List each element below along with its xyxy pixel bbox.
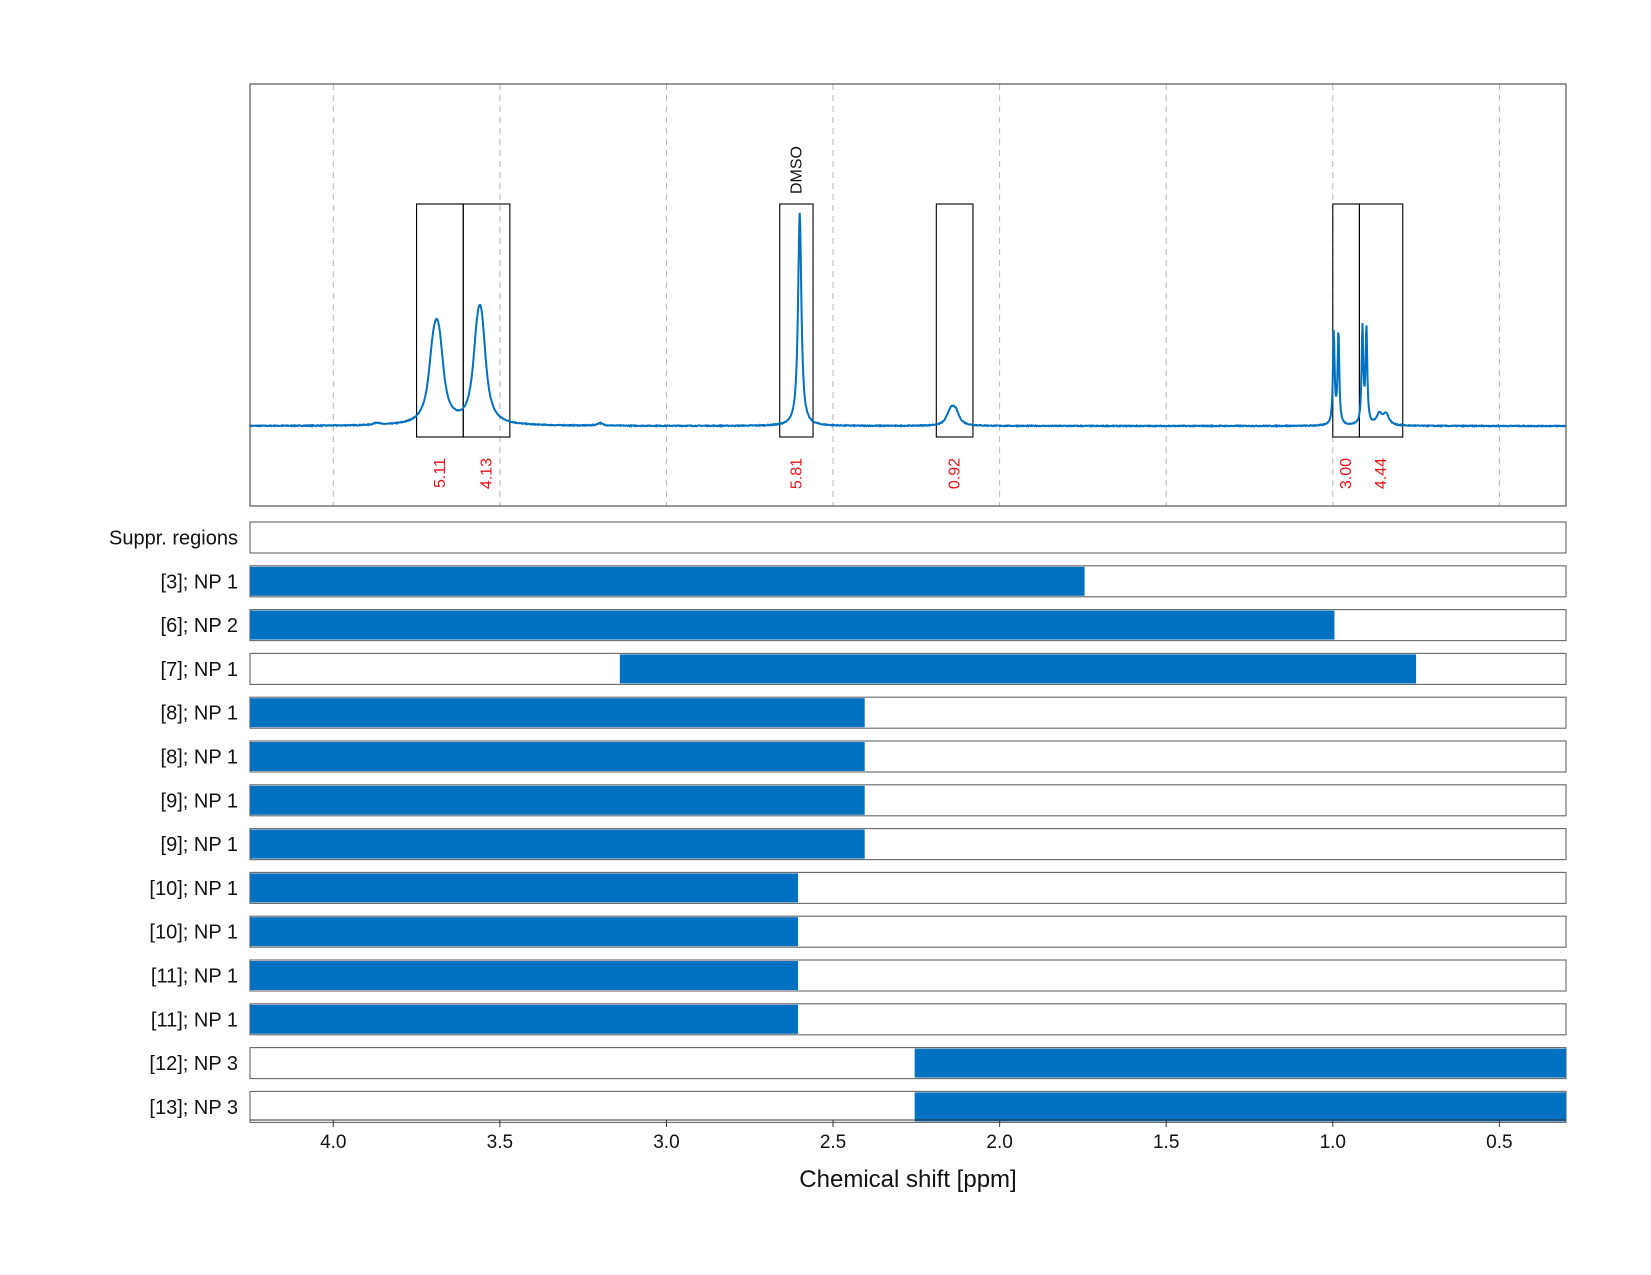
x-tick-label: 3.5 xyxy=(487,1132,513,1153)
integral-values: 5.11 4.13 5.81 DMSO 0.92 3.00 4.44 xyxy=(432,146,1390,489)
suppression-bar xyxy=(250,1004,799,1034)
suppression-bar xyxy=(250,961,799,990)
spectrum-panel: 5.11 4.13 5.81 DMSO 0.92 3.00 4.44 xyxy=(249,83,1567,507)
spectrum-trace xyxy=(249,212,1567,429)
integral-value: 0.92 xyxy=(947,458,964,489)
peak-annotation: DMSO xyxy=(788,146,805,194)
row-label: [6]; NP 2 xyxy=(161,615,238,637)
row-label: [13]; NP 3 xyxy=(149,1097,238,1119)
suppression-bar xyxy=(250,742,865,771)
suppression-bar xyxy=(914,1092,1566,1122)
x-tick-label: 1.0 xyxy=(1320,1132,1346,1153)
x-tick-label: 4.0 xyxy=(320,1132,346,1153)
integration-box xyxy=(462,203,511,438)
grid-lines xyxy=(332,84,1500,506)
suppression-bar xyxy=(250,829,865,859)
suppression-bar xyxy=(250,610,1335,640)
row-frame xyxy=(249,521,1567,554)
integral-value: 5.81 xyxy=(788,458,805,489)
suppression-bar xyxy=(250,917,799,947)
row-label: [10]; NP 1 xyxy=(149,922,238,944)
x-axis-label: Chemical shift [ppm] xyxy=(799,1166,1016,1193)
row-label: [9]; NP 1 xyxy=(161,834,238,856)
suppression-bar xyxy=(250,566,1085,596)
suppression-bar xyxy=(619,654,1417,684)
integral-value: 4.13 xyxy=(479,458,496,489)
integration-box xyxy=(1358,203,1404,438)
row-label: [12]; NP 3 xyxy=(149,1053,238,1075)
integration-box xyxy=(1332,203,1360,438)
row-label: [7]; NP 1 xyxy=(161,659,238,681)
suppression-bar xyxy=(250,785,865,815)
suppression-bar xyxy=(250,873,799,903)
suppression-bar xyxy=(250,698,865,728)
x-tick-label: 1.5 xyxy=(1153,1132,1179,1153)
row-label: [8]; NP 1 xyxy=(161,703,238,725)
row-label: [3]; NP 1 xyxy=(161,571,238,593)
row-label: [9]; NP 1 xyxy=(161,790,238,812)
x-tick-label: 3.0 xyxy=(653,1132,679,1153)
integral-value: 4.44 xyxy=(1373,458,1390,489)
integral-value: 3.00 xyxy=(1338,458,1355,489)
x-tick-label: 0.5 xyxy=(1486,1132,1512,1153)
x-tick-label: 2.5 xyxy=(820,1132,846,1153)
integration-box xyxy=(935,203,974,438)
x-axis: 4.0 3.5 3.0 2.5 2.0 1.5 1.0 0.5 xyxy=(250,1119,1566,1153)
row-label: [10]; NP 1 xyxy=(149,878,238,900)
suppression-rows-panel: Suppr. regions [3]; NP 1 [6]; NP 2 [7]; NP … xyxy=(109,521,1567,1123)
row-label: [11]; NP 1 xyxy=(151,966,238,988)
spectrum-frame xyxy=(249,83,1567,507)
x-tick-label: 2.0 xyxy=(986,1132,1012,1153)
integral-value: 5.11 xyxy=(432,458,449,488)
integration-regions xyxy=(416,203,1404,438)
integration-box xyxy=(779,203,814,438)
suppression-bar xyxy=(914,1048,1566,1078)
row-label: Suppr. regions xyxy=(109,528,238,550)
row-label: [11]; NP 1 xyxy=(151,1009,238,1031)
row-label: [8]; NP 1 xyxy=(161,747,238,769)
